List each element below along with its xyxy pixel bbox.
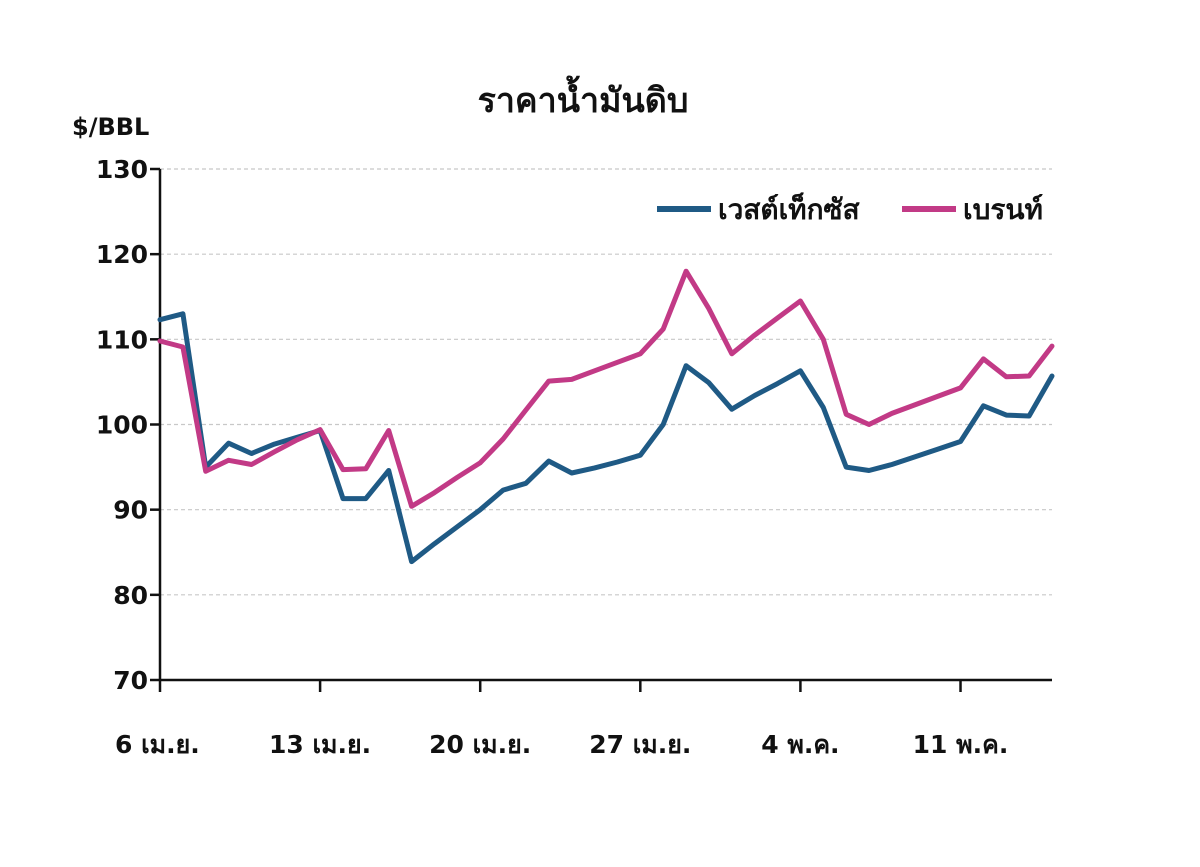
tick-labels: 70 80 90 100 110 120 130 6 เม.ย. 13 เม.ย. 20 เม.ย… [96, 155, 1009, 759]
legend-label-wti: เวสต์เท็กซัส [718, 192, 861, 226]
y-tick-label: 110 [96, 325, 148, 354]
y-tick-label: 130 [96, 155, 148, 184]
y-tick-label: 100 [96, 411, 148, 440]
series-lines [157, 268, 1055, 565]
y-axis-unit-label: $/BBL [72, 113, 149, 141]
x-tick-label: 20 เม.ย. [429, 730, 531, 759]
x-tick-label: 6 เม.ย. [115, 730, 200, 759]
wti-price-line [157, 311, 1055, 565]
brent-price-line [157, 268, 1055, 509]
y-tick-label: 120 [96, 240, 148, 269]
chart-title: ราคาน้ำมันดิบ [478, 75, 689, 121]
x-tick-label: 4 พ.ค. [761, 730, 839, 759]
x-tick-label: 11 พ.ค. [913, 730, 1009, 759]
x-tick-label: 13 เม.ย. [269, 730, 371, 759]
gridlines [160, 168, 1052, 596]
y-tick-label: 70 [113, 666, 148, 695]
legend: เวสต์เท็กซัส เบรนท์ [657, 192, 1043, 226]
legend-label-brent: เบรนท์ [963, 193, 1043, 226]
x-tick-label: 27 เม.ย. [589, 730, 691, 759]
axes [150, 167, 1052, 692]
y-tick-label: 80 [113, 581, 148, 610]
y-tick-label: 90 [113, 496, 148, 525]
